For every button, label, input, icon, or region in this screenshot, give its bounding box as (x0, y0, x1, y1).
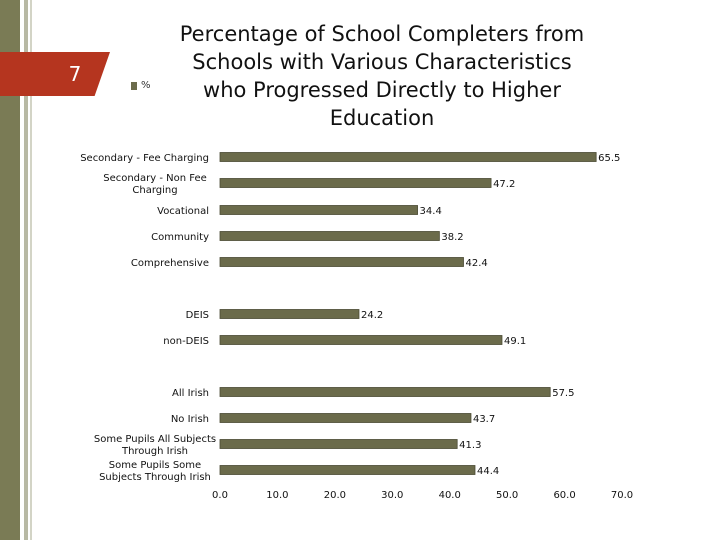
category-label: Community (151, 232, 209, 243)
chart-title-line: Schools with Various Characteristics (192, 50, 572, 74)
bar (219, 439, 458, 449)
bar (219, 413, 472, 423)
x-tick-label: 10.0 (266, 490, 288, 501)
category-label: Some Pupils All Subjects (94, 434, 216, 445)
bar-value-label: 65.5 (598, 153, 620, 164)
x-tick-label: 0.0 (212, 490, 228, 501)
bar-value-label: 34.4 (420, 206, 442, 217)
bar (219, 309, 360, 319)
chart-title-line: Percentage of School Completers from (179, 22, 585, 46)
bar-value-label: 49.1 (504, 336, 526, 347)
category-label: All Irish (172, 388, 209, 399)
bar (219, 231, 440, 241)
legend-swatch (131, 81, 137, 90)
bar-value-label: 41.3 (459, 440, 481, 451)
x-tick-label: 70.0 (611, 490, 633, 501)
bar (219, 465, 476, 475)
slide-number: 7 (68, 62, 82, 86)
bar (219, 152, 597, 162)
x-tick-label: 30.0 (381, 490, 403, 501)
category-label: Vocational (157, 206, 209, 217)
side-decoration-stripe-thin (30, 0, 32, 540)
category-label: Secondary - Non Fee (103, 173, 207, 184)
legend-label: % (141, 80, 151, 91)
bar (219, 257, 464, 267)
x-tick-label: 60.0 (553, 490, 575, 501)
category-label: DEIS (186, 310, 209, 321)
chart-title: Percentage of School Completers from Sch… (172, 20, 592, 132)
x-tick-label: 40.0 (439, 490, 461, 501)
bar (219, 205, 418, 215)
bar-value-label: 42.4 (465, 258, 487, 269)
chart-legend: % (131, 80, 151, 91)
bar-value-label: 43.7 (473, 414, 495, 425)
slide-number-tab (0, 52, 110, 96)
category-label: Comprehensive (131, 258, 209, 269)
chart-title-line: Education (329, 106, 435, 130)
chart-title-line: who Progressed Directly to Higher (203, 78, 561, 102)
bar-value-label: 24.2 (361, 310, 383, 321)
category-label: Secondary - Fee Charging (80, 153, 209, 164)
bar (219, 387, 551, 397)
x-tick-label: 50.0 (496, 490, 518, 501)
category-label: No Irish (171, 414, 209, 425)
x-tick-label: 20.0 (324, 490, 346, 501)
bar (219, 335, 503, 345)
category-label: non-DEIS (163, 336, 209, 347)
side-decoration-stripe (24, 0, 28, 540)
category-label: Subjects Through Irish (99, 472, 211, 483)
bar (219, 178, 492, 188)
bar-value-label: 38.2 (441, 232, 463, 243)
category-label: Through Irish (121, 446, 188, 457)
category-label: Some Pupils Some (109, 460, 201, 471)
bar-value-label: 57.5 (552, 388, 574, 399)
side-decoration-bar (0, 0, 20, 540)
category-label: Charging (132, 185, 177, 196)
bar-value-label: 44.4 (477, 466, 499, 477)
bar-value-label: 47.2 (493, 179, 515, 190)
